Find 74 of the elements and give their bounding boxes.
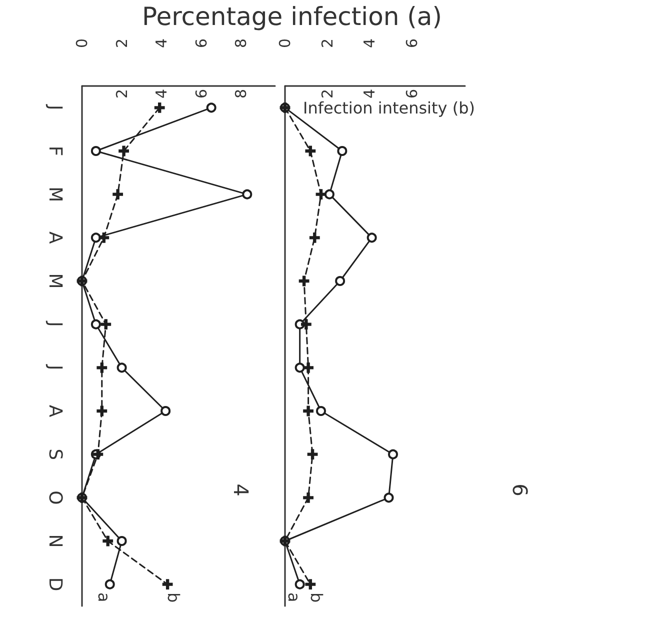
x-tick-label: 6: [403, 38, 422, 48]
point: [96, 362, 108, 373]
text: b: [306, 592, 326, 603]
point: [160, 406, 171, 416]
y-tick-label: J: [44, 364, 66, 370]
text: 6: [508, 484, 532, 496]
x-tick-label: 4: [360, 38, 379, 48]
point: [335, 276, 346, 286]
point: [384, 492, 394, 503]
x2-axis-title: Infection intensity (b): [303, 98, 475, 118]
point: [104, 579, 115, 590]
point: [118, 146, 129, 156]
x2-tick-label: 6: [403, 89, 422, 99]
point: [102, 536, 114, 546]
x-axis-title: Percentage infection (a): [141, 2, 443, 32]
y-tick-label: A: [44, 232, 66, 245]
x-tick-label: 2: [318, 38, 336, 48]
x2-tick-label: 8: [232, 89, 250, 99]
x-tick-label: 6: [192, 38, 210, 48]
point: [388, 449, 398, 460]
y-tick-label: O: [44, 490, 66, 505]
y-tick-label: F: [44, 146, 66, 156]
point: [316, 189, 326, 200]
point: [294, 579, 305, 590]
point: [242, 189, 252, 200]
y-tick-label: N: [44, 534, 66, 548]
point: [92, 449, 104, 460]
point: [98, 232, 110, 243]
x-tick-label: 8: [232, 38, 250, 48]
y-tick-label: M: [44, 273, 66, 289]
x2-tick-label: 4: [152, 89, 171, 99]
point: [303, 492, 314, 503]
point: [116, 362, 127, 373]
point: [298, 276, 310, 286]
point: [309, 232, 320, 243]
x2-tick-label: 2: [318, 89, 336, 99]
point: [90, 146, 101, 156]
point: [100, 319, 112, 330]
y-tick-label: A: [44, 404, 66, 418]
y-tick-label: M: [44, 186, 66, 202]
y-tick-label: J: [44, 320, 66, 327]
x-tick-label: 0: [73, 38, 91, 48]
point: [112, 189, 124, 200]
point: [303, 406, 314, 416]
text: b: [164, 592, 184, 603]
point: [305, 146, 316, 156]
point: [96, 406, 108, 416]
text: a: [284, 592, 304, 602]
point: [366, 232, 377, 243]
point: [303, 362, 314, 373]
point: [337, 146, 348, 156]
point: [90, 232, 101, 243]
point: [90, 319, 101, 330]
x-tick-label: 4: [152, 38, 171, 48]
point: [316, 406, 326, 416]
x-tick-label: 2: [112, 38, 131, 48]
point: [294, 362, 305, 373]
y-tick-label: J: [44, 104, 66, 110]
x2-tick-label: 6: [192, 89, 210, 99]
x-tick-label: 0: [276, 38, 294, 48]
point: [305, 579, 316, 590]
y-tick-label: D: [44, 577, 66, 592]
point: [300, 319, 312, 330]
point: [206, 102, 216, 113]
text: a: [94, 592, 114, 602]
annotation: 4: [229, 484, 253, 496]
x2-tick-label: 4: [360, 89, 379, 99]
x2-tick-label: 2: [112, 89, 131, 99]
y-tick-label: S: [44, 448, 66, 460]
point: [162, 579, 173, 590]
point: [324, 189, 334, 200]
point: [116, 536, 127, 546]
point: [154, 102, 165, 113]
point: [307, 449, 318, 460]
